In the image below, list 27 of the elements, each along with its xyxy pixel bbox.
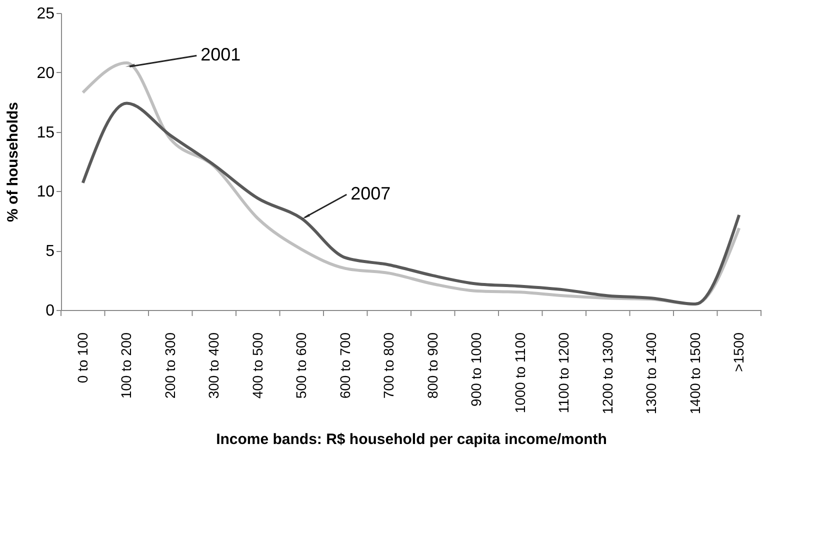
- y-tick-label: 5: [46, 243, 55, 260]
- y-axis-title: % of households: [4, 102, 22, 222]
- x-axis-title: Income bands: R$ household per capita income/month: [216, 431, 607, 448]
- x-tick-label: 1300 to 1400: [643, 332, 660, 414]
- x-tick-label: 1400 to 1500: [686, 332, 703, 414]
- y-tick-label: 20: [36, 64, 55, 82]
- y-tick-label: 0: [46, 302, 55, 320]
- y-tick-label: 25: [36, 6, 55, 22]
- x-tick-label: 700 to 800: [380, 332, 397, 399]
- x-tick-label: 1100 to 1200: [556, 332, 572, 414]
- y-tick-label: 15: [36, 124, 55, 142]
- annotation: 2001: [200, 44, 241, 65]
- x-tick-label: 1200 to 1300: [599, 332, 616, 414]
- x-tick-label: 800 to 900: [424, 332, 440, 399]
- x-tick-label: 900 to 1000: [468, 332, 484, 406]
- x-tick-label: 1000 to 1100: [512, 332, 528, 414]
- y-tick-label: 10: [36, 184, 55, 201]
- x-tick-label: 300 to 400: [206, 332, 222, 399]
- x-tick-label: >1500: [730, 332, 747, 372]
- x-tick-label: 100 to 200: [118, 332, 134, 399]
- x-tick-label: 500 to 600: [293, 332, 310, 399]
- x-tick-label: 400 to 500: [249, 332, 266, 399]
- x-tick-label: 0 to 100: [74, 332, 90, 384]
- line-series: [81, 102, 741, 306]
- x-tick-label: 200 to 300: [162, 332, 178, 399]
- x-tick-label: 600 to 700: [336, 332, 353, 399]
- annotation: 2007: [350, 184, 391, 204]
